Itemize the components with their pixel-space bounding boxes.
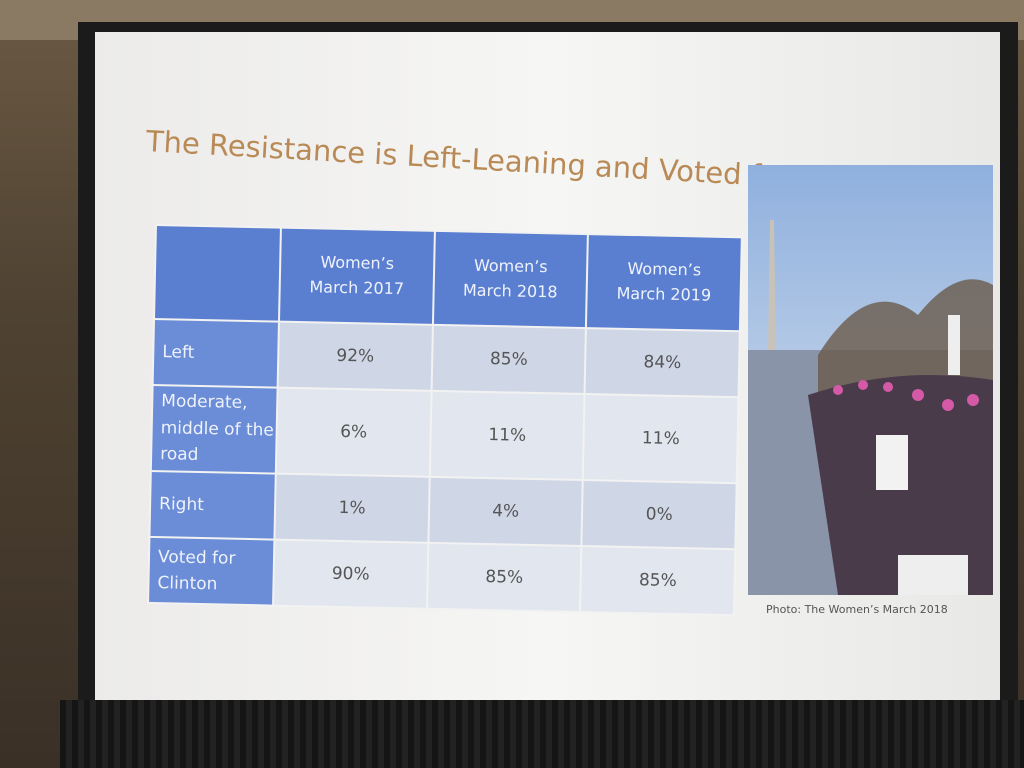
table-row: Voted for Clinton 90% 85% 85% — [148, 536, 736, 616]
row-label: Left — [152, 319, 280, 388]
column-header: Women’s March 2017 — [279, 227, 435, 325]
row-label: Right — [149, 470, 277, 540]
table-cell: 0% — [581, 480, 737, 550]
table-cell: 11% — [429, 390, 585, 481]
stage-skirt — [60, 700, 1024, 768]
column-header: Women’s March 2018 — [432, 230, 589, 329]
table-cell: 85% — [426, 542, 582, 612]
slide: The Resistance is Left-Leaning and Voted… — [95, 32, 1000, 712]
header-corner — [154, 225, 282, 322]
table-row: Left 92% 85% 84% — [152, 319, 740, 398]
table-row: Right 1% 4% 0% — [149, 470, 737, 550]
table-cell: 85% — [580, 546, 736, 616]
table-cell: 11% — [583, 394, 739, 484]
table-cell: 84% — [584, 328, 740, 398]
march-photo — [748, 165, 993, 595]
row-label: Voted for Clinton — [148, 536, 275, 606]
table-cell: 85% — [431, 324, 587, 395]
column-header: Women’s March 2019 — [586, 234, 742, 332]
photo-caption: Photo: The Women’s March 2018 — [766, 603, 948, 616]
table-cell: 90% — [273, 539, 429, 609]
table-cell: 4% — [428, 476, 584, 547]
table-body: Left 92% 85% 84% Moderate, middle of the roa… — [148, 319, 740, 616]
table-cell: 92% — [277, 321, 433, 391]
table-row: Moderate, middle of the road 6% 11% 11% — [150, 384, 739, 484]
table-cell: 1% — [274, 473, 430, 543]
header-row: Women’s March 2017 Women’s March 2018 Wo… — [154, 225, 742, 332]
results-table: Women’s March 2017 Women’s March 2018 Wo… — [147, 224, 743, 616]
row-label: Moderate, middle of the road — [150, 384, 278, 474]
table-cell: 6% — [276, 387, 432, 477]
